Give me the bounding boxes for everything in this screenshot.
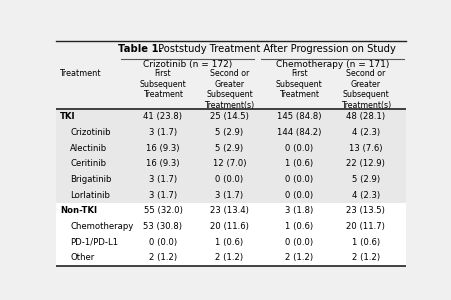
Text: Poststudy Treatment After Progression on Study: Poststudy Treatment After Progression on… [155, 44, 396, 54]
Text: Second or
Greater
Subsequent
Treatment(s): Second or Greater Subsequent Treatment(s… [341, 69, 391, 110]
Text: 0 (0.0): 0 (0.0) [285, 175, 313, 184]
Bar [56, 203, 406, 219]
Text: Ceritinib: Ceritinib [70, 159, 106, 168]
Text: 16 (9.3): 16 (9.3) [146, 143, 180, 152]
Bar [56, 109, 406, 124]
Text: 3 (1.8): 3 (1.8) [285, 206, 313, 215]
Text: 20 (11.7): 20 (11.7) [346, 222, 385, 231]
Text: 3 (1.7): 3 (1.7) [149, 191, 177, 200]
Text: PD-1/PD-L1: PD-1/PD-L1 [70, 238, 119, 247]
Bar [56, 219, 406, 234]
Text: Brigatinib: Brigatinib [70, 175, 112, 184]
Text: TKI: TKI [60, 112, 75, 121]
Text: Lorlatinib: Lorlatinib [70, 191, 110, 200]
Text: 0 (0.0): 0 (0.0) [285, 143, 313, 152]
Text: 145 (84.8): 145 (84.8) [277, 112, 322, 121]
Text: 20 (11.6): 20 (11.6) [210, 222, 249, 231]
Text: 25 (14.5): 25 (14.5) [210, 112, 249, 121]
Text: 144 (84.2): 144 (84.2) [277, 128, 322, 137]
Text: 1 (0.6): 1 (0.6) [215, 238, 244, 247]
Text: 16 (9.3): 16 (9.3) [146, 159, 180, 168]
Bar [56, 234, 406, 250]
Text: Crizotinib (n = 172): Crizotinib (n = 172) [143, 60, 232, 69]
Text: 12 (7.0): 12 (7.0) [212, 159, 246, 168]
Text: 1 (0.6): 1 (0.6) [352, 238, 380, 247]
Bar [56, 124, 406, 140]
Bar [56, 172, 406, 187]
Text: 55 (32.0): 55 (32.0) [143, 206, 182, 215]
Text: 3 (1.7): 3 (1.7) [149, 175, 177, 184]
Text: 22 (12.9): 22 (12.9) [346, 159, 385, 168]
Text: 41 (23.8): 41 (23.8) [143, 112, 183, 121]
Text: 2 (1.2): 2 (1.2) [215, 254, 244, 262]
Text: 5 (2.9): 5 (2.9) [352, 175, 380, 184]
Text: First
Subsequent
Treatment: First Subsequent Treatment [276, 69, 322, 99]
Text: Other: Other [70, 254, 95, 262]
Text: Chemotherapy: Chemotherapy [70, 222, 133, 231]
Text: 3 (1.7): 3 (1.7) [149, 128, 177, 137]
Text: Chemotherapy (n = 171): Chemotherapy (n = 171) [276, 60, 389, 69]
Text: Alectinib: Alectinib [70, 143, 107, 152]
Text: Treatment: Treatment [60, 69, 101, 78]
Text: Second or
Greater
Subsequent
Treatment(s): Second or Greater Subsequent Treatment(s… [204, 69, 254, 110]
Text: 23 (13.4): 23 (13.4) [210, 206, 249, 215]
Bar [56, 250, 406, 266]
Text: First
Subsequent
Treatment: First Subsequent Treatment [140, 69, 186, 99]
Bar [56, 187, 406, 203]
Text: 23 (13.5): 23 (13.5) [346, 206, 385, 215]
Text: Crizotinib: Crizotinib [70, 128, 111, 137]
Text: 13 (7.6): 13 (7.6) [349, 143, 382, 152]
Text: 5 (2.9): 5 (2.9) [215, 128, 244, 137]
Text: 1 (0.6): 1 (0.6) [285, 222, 313, 231]
Text: 3 (1.7): 3 (1.7) [215, 191, 244, 200]
Text: 53 (30.8): 53 (30.8) [143, 222, 183, 231]
Text: 2 (1.2): 2 (1.2) [149, 254, 177, 262]
Text: 48 (28.1): 48 (28.1) [346, 112, 385, 121]
Text: 2 (1.2): 2 (1.2) [285, 254, 313, 262]
Bar [56, 156, 406, 172]
Text: 4 (2.3): 4 (2.3) [352, 191, 380, 200]
Text: 2 (1.2): 2 (1.2) [352, 254, 380, 262]
Text: 0 (0.0): 0 (0.0) [149, 238, 177, 247]
Text: Non-TKI: Non-TKI [60, 206, 97, 215]
Text: 4 (2.3): 4 (2.3) [352, 128, 380, 137]
Bar [56, 140, 406, 156]
Text: 1 (0.6): 1 (0.6) [285, 159, 313, 168]
Text: Table 1.: Table 1. [118, 44, 162, 54]
Text: 0 (0.0): 0 (0.0) [215, 175, 244, 184]
Text: 0 (0.0): 0 (0.0) [285, 191, 313, 200]
Text: 0 (0.0): 0 (0.0) [285, 238, 313, 247]
Text: 5 (2.9): 5 (2.9) [215, 143, 244, 152]
